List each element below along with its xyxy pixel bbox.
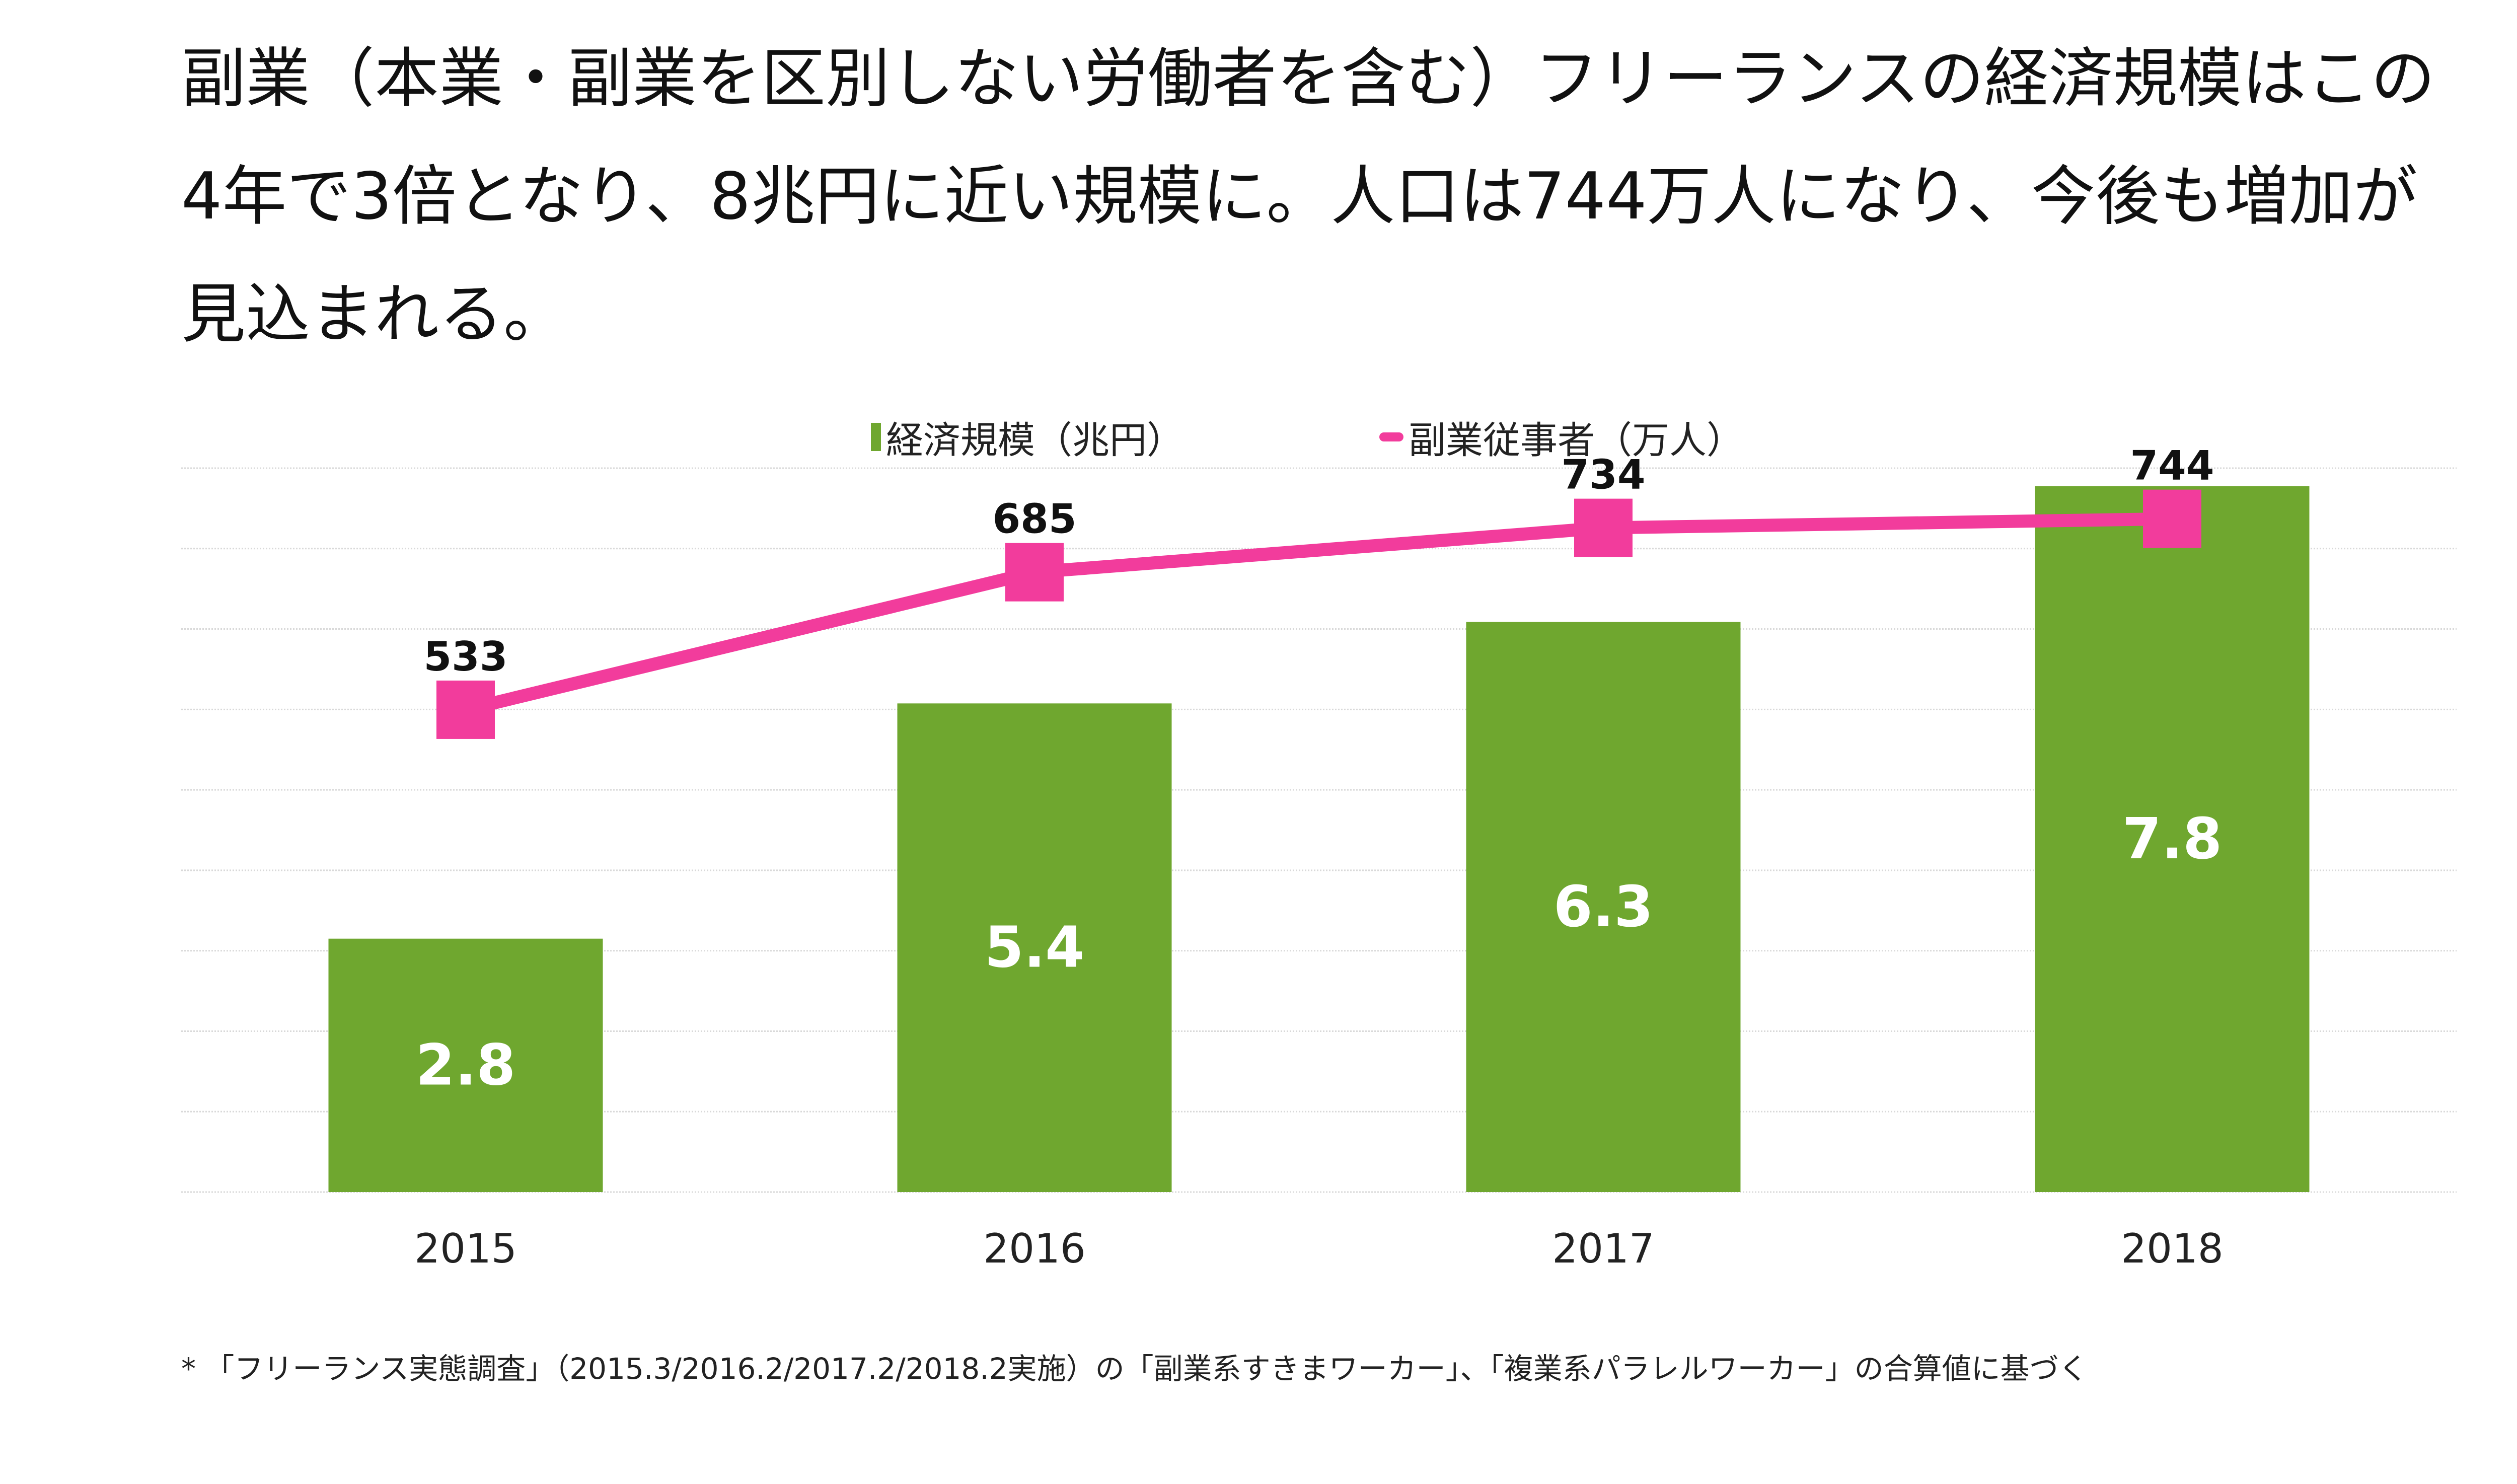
x-tick-label: 2015 <box>414 1225 517 1272</box>
headline: 副業（本業・副業を区別しない労働者を含む）フリーランスの経済規模はこの 4年で3… <box>181 20 2497 374</box>
bar-series <box>328 486 2310 1193</box>
legend-item-side-job-workers: 副業従事者（万人） <box>1379 412 1744 462</box>
point-marker-2018 <box>2143 489 2201 548</box>
footnote: * 「フリーランス実態調査」（2015.3/2016.2/2017.2/2018… <box>181 1352 2088 1386</box>
legend-bar-swatch <box>871 423 881 451</box>
line-value-label: 734 <box>1562 452 1646 498</box>
x-tick-label: 2016 <box>983 1225 1086 1272</box>
data-labels: 2.8 5.4 6.3 7.8 533 685 734 744 <box>416 442 2222 1098</box>
point-marker-2017 <box>1574 498 1633 557</box>
bar-value-label: 7.8 <box>2122 806 2222 872</box>
line-series <box>436 489 2201 739</box>
line-value-label: 744 <box>2130 442 2214 489</box>
bar-2015 <box>328 938 603 1192</box>
bar-value-label: 6.3 <box>1553 874 1653 940</box>
bar-2018 <box>2035 486 2310 1193</box>
legend-line-swatch <box>1379 432 1403 441</box>
headline-line-1: 副業（本業・副業を区別しない労働者を含む）フリーランスの経済規模はこの <box>181 41 2435 116</box>
bar-value-label: 5.4 <box>985 915 1084 981</box>
point-marker-2015 <box>436 680 495 739</box>
headline-line-3: 見込まれる。 <box>181 277 568 352</box>
legend-label-economic-scale: 経済規模（兆円） <box>886 418 1184 462</box>
bar-2017 <box>1466 622 1741 1192</box>
series-line-side-job-workers <box>459 512 2179 716</box>
point-marker-2016 <box>1005 543 1064 602</box>
x-tick-label: 2018 <box>2121 1225 2224 1272</box>
line-value-label: 533 <box>424 633 508 680</box>
chart-legend: 経済規模（兆円） 副業従事者（万人） <box>0 412 2517 462</box>
bar-value-label: 2.8 <box>416 1032 515 1098</box>
x-tick-label: 2017 <box>1552 1225 1655 1272</box>
headline-line-2: 4年で3倍となり、8兆円に近い規模に。人口は744万人になり、今後も増加が <box>181 159 2418 234</box>
legend-label-side-job-workers: 副業従事者（万人） <box>1409 418 1744 462</box>
x-axis: 2015 2016 2017 2018 <box>414 1225 2224 1272</box>
legend-item-economic-scale: 経済規模（兆円） <box>871 412 1184 462</box>
line-value-label: 685 <box>993 496 1077 543</box>
bar-2016 <box>897 703 1172 1192</box>
